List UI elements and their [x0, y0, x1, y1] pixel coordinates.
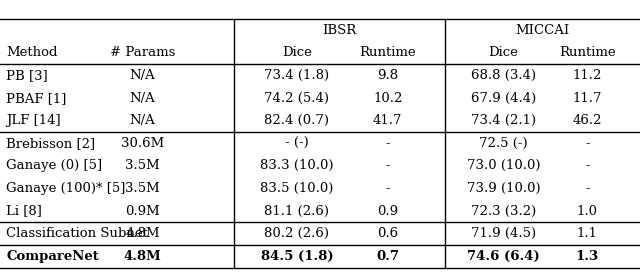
- Text: CompareNet: CompareNet: [6, 250, 99, 263]
- Text: 74.6 (6.4): 74.6 (6.4): [467, 250, 540, 263]
- Text: 0.9M: 0.9M: [125, 204, 160, 218]
- Text: 0.7: 0.7: [376, 250, 399, 263]
- Text: 4.8M: 4.8M: [124, 250, 161, 263]
- Text: 72.5 (-): 72.5 (-): [479, 137, 527, 150]
- Text: 74.2 (5.4): 74.2 (5.4): [264, 92, 330, 105]
- Text: 73.4 (2.1): 73.4 (2.1): [471, 114, 536, 127]
- Text: 1.3: 1.3: [576, 250, 599, 263]
- Text: JLF [14]: JLF [14]: [6, 114, 61, 127]
- Text: 46.2: 46.2: [573, 114, 602, 127]
- Text: PB [3]: PB [3]: [6, 69, 48, 82]
- Text: 4.8M: 4.8M: [125, 227, 160, 240]
- Text: Li [8]: Li [8]: [6, 204, 42, 218]
- Text: -: -: [385, 137, 390, 150]
- Text: 81.1 (2.6): 81.1 (2.6): [264, 204, 330, 218]
- Text: 3.5M: 3.5M: [125, 159, 160, 173]
- Text: 68.8 (3.4): 68.8 (3.4): [471, 69, 536, 82]
- Text: Classification Subnet: Classification Subnet: [6, 227, 148, 240]
- Text: Brebisson [2]: Brebisson [2]: [6, 137, 95, 150]
- Text: Method: Method: [6, 46, 58, 60]
- Text: 1.1: 1.1: [577, 227, 598, 240]
- Text: 0.6: 0.6: [377, 227, 398, 240]
- Text: Runtime: Runtime: [360, 46, 416, 60]
- Text: Ganaye (100)* [5]: Ganaye (100)* [5]: [6, 182, 126, 195]
- Text: PBAF [1]: PBAF [1]: [6, 92, 67, 105]
- Text: 80.2 (2.6): 80.2 (2.6): [264, 227, 330, 240]
- Text: 71.9 (4.5): 71.9 (4.5): [471, 227, 536, 240]
- Text: N/A: N/A: [129, 69, 156, 82]
- Text: IBSR: IBSR: [322, 24, 356, 37]
- Text: -: -: [585, 182, 589, 195]
- Text: # Params: # Params: [109, 46, 175, 60]
- Text: 41.7: 41.7: [373, 114, 403, 127]
- Text: -: -: [585, 159, 589, 173]
- Text: 10.2: 10.2: [373, 92, 403, 105]
- Text: -: -: [385, 159, 390, 173]
- Text: 3.5M: 3.5M: [125, 182, 160, 195]
- Text: 11.2: 11.2: [573, 69, 602, 82]
- Text: N/A: N/A: [129, 114, 156, 127]
- Text: Runtime: Runtime: [559, 46, 616, 60]
- Text: Dice: Dice: [282, 46, 312, 60]
- Text: 1.0: 1.0: [577, 204, 598, 218]
- Text: -: -: [585, 137, 589, 150]
- Text: Dice: Dice: [488, 46, 518, 60]
- Text: MICCAI: MICCAI: [515, 24, 570, 37]
- Text: N/A: N/A: [129, 92, 156, 105]
- Text: 73.4 (1.8): 73.4 (1.8): [264, 69, 330, 82]
- Text: 82.4 (0.7): 82.4 (0.7): [264, 114, 330, 127]
- Text: 9.8: 9.8: [377, 69, 398, 82]
- Text: 67.9 (4.4): 67.9 (4.4): [471, 92, 536, 105]
- Text: Ganaye (0) [5]: Ganaye (0) [5]: [6, 159, 102, 173]
- Text: 72.3 (3.2): 72.3 (3.2): [471, 204, 536, 218]
- Text: 84.5 (1.8): 84.5 (1.8): [260, 250, 333, 263]
- Text: 11.7: 11.7: [573, 92, 602, 105]
- Text: 30.6M: 30.6M: [121, 137, 164, 150]
- Text: 73.0 (10.0): 73.0 (10.0): [467, 159, 540, 173]
- Text: -: -: [385, 182, 390, 195]
- Text: 83.3 (10.0): 83.3 (10.0): [260, 159, 333, 173]
- Text: - (-): - (-): [285, 137, 309, 150]
- Text: 73.9 (10.0): 73.9 (10.0): [467, 182, 540, 195]
- Text: 83.5 (10.0): 83.5 (10.0): [260, 182, 333, 195]
- Text: 0.9: 0.9: [377, 204, 398, 218]
